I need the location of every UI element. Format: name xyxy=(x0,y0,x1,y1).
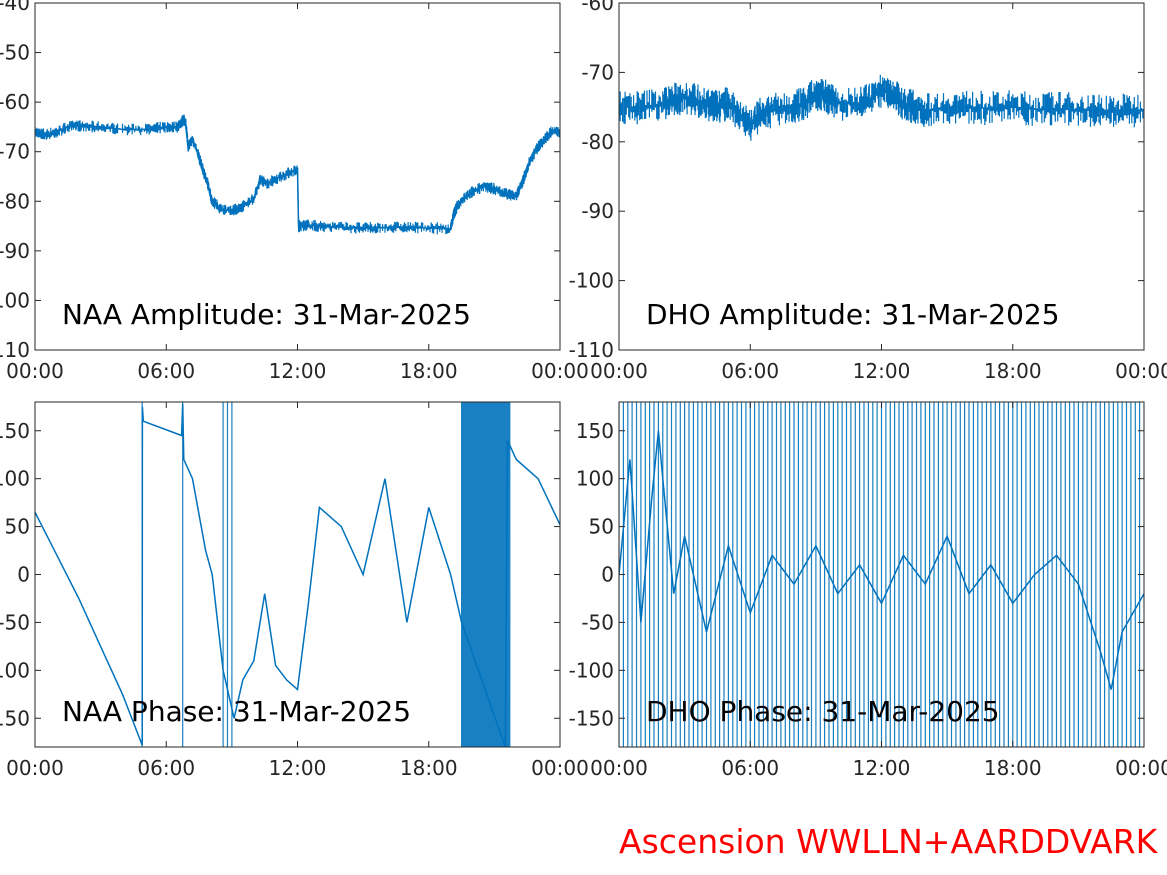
x-tick-label: 06:00 xyxy=(137,756,195,780)
y-tick-label: -150 xyxy=(569,706,614,730)
x-tick-label: 12:00 xyxy=(269,756,327,780)
y-tick-label: -50 xyxy=(581,610,614,634)
x-tick-label: 00:00 xyxy=(531,756,589,780)
panel-title-naa-phase-31-mar-2025: NAA Phase: 31-Mar-2025 xyxy=(62,695,411,728)
y-tick-label: -50 xyxy=(0,41,30,65)
y-tick-label: -100 xyxy=(569,658,614,682)
series-phase-wraps-0 xyxy=(141,402,511,747)
y-tick-label: 50 xyxy=(5,515,30,539)
y-tick-label: -70 xyxy=(581,60,614,84)
plot-area xyxy=(619,74,1144,141)
dho-amplitude-panel: 00:00 06:00 12:00 18:00 00:00-110-100-90-80-… xyxy=(569,0,1167,383)
x-tick-label: 00:00 xyxy=(590,756,648,780)
y-tick-label: -100 xyxy=(569,269,614,293)
y-tick-label: 100 xyxy=(0,467,30,491)
x-tick-label: 00:00 xyxy=(6,359,64,383)
x-tick-label: 00:00 xyxy=(590,359,648,383)
naa-phase-panel: 00:00 06:00 12:00 18:00 00:00 -150 -100 -50 0 50 1… xyxy=(0,401,589,780)
x-tick-label: 00:00 xyxy=(531,359,589,383)
series-phase-wraps-0 xyxy=(619,402,1141,747)
x-tick-label: 00:00 xyxy=(6,756,64,780)
x-tick-label: 06:00 xyxy=(721,359,779,383)
y-tick-label: -90 xyxy=(581,199,614,223)
x-tick-label: 18:00 xyxy=(984,359,1042,383)
y-tick-label: -80 xyxy=(0,189,30,213)
y-tick-label: -90 xyxy=(0,239,30,263)
footer-label: Ascension WWLLN+AARDDVARK xyxy=(619,822,1158,861)
y-tick-label: -110 xyxy=(0,338,30,362)
y-tick-label: -40 xyxy=(0,0,30,15)
y-tick-label: -70 xyxy=(0,140,30,164)
x-tick-label: 18:00 xyxy=(400,756,458,780)
dho-phase-panel: 00:00 06:00 12:00 18:00 00:00 -150 -100 -50 0 50 1… xyxy=(569,401,1167,780)
y-tick-label: -100 xyxy=(0,288,30,312)
y-tick-label: -50 xyxy=(0,610,30,634)
x-tick-label: 06:00 xyxy=(721,756,779,780)
x-tick-label: 12:00 xyxy=(853,756,911,780)
series-noise-0 xyxy=(35,114,560,235)
y-tick-label: -150 xyxy=(0,706,30,730)
plot-area xyxy=(35,402,560,747)
x-tick-label: 06:00 xyxy=(137,359,195,383)
plot-area xyxy=(619,402,1144,747)
x-tick-label: 12:00 xyxy=(853,359,911,383)
x-tick-label: 00:00 xyxy=(1115,359,1167,383)
panel-title-dho-amplitude-31-mar-2025: DHO Amplitude: 31-Mar-2025 xyxy=(646,298,1060,331)
y-tick-label: -60 xyxy=(0,90,30,114)
y-tick-label: 0 xyxy=(17,563,30,587)
y-tick-label: 0 xyxy=(601,563,614,587)
y-tick-label: 100 xyxy=(576,467,614,491)
naa-amplitude-panel: 00:0006:0012:0018:0000:00-110-100-90-80-… xyxy=(0,0,589,383)
x-tick-label: 18:00 xyxy=(984,756,1042,780)
y-tick-label: -100 xyxy=(0,658,30,682)
y-tick-label: 150 xyxy=(576,419,614,443)
panel-title-naa-amplitude-31-mar-2025: NAA Amplitude: 31-Mar-2025 xyxy=(62,298,471,331)
series-noise-0 xyxy=(619,74,1144,141)
x-tick-label: 12:00 xyxy=(269,359,327,383)
panel-title-dho-phase-31-mar-2025: DHO Phase: 31-Mar-2025 xyxy=(646,695,1000,728)
x-tick-label: 18:00 xyxy=(400,359,458,383)
x-tick-label: 00:00 xyxy=(1115,756,1167,780)
plot-area xyxy=(35,114,560,235)
y-tick-label: -60 xyxy=(581,0,614,15)
y-tick-label: 50 xyxy=(589,515,614,539)
y-tick-label: -80 xyxy=(581,130,614,154)
y-tick-label: -110 xyxy=(569,338,614,362)
y-tick-label: 150 xyxy=(0,419,30,443)
